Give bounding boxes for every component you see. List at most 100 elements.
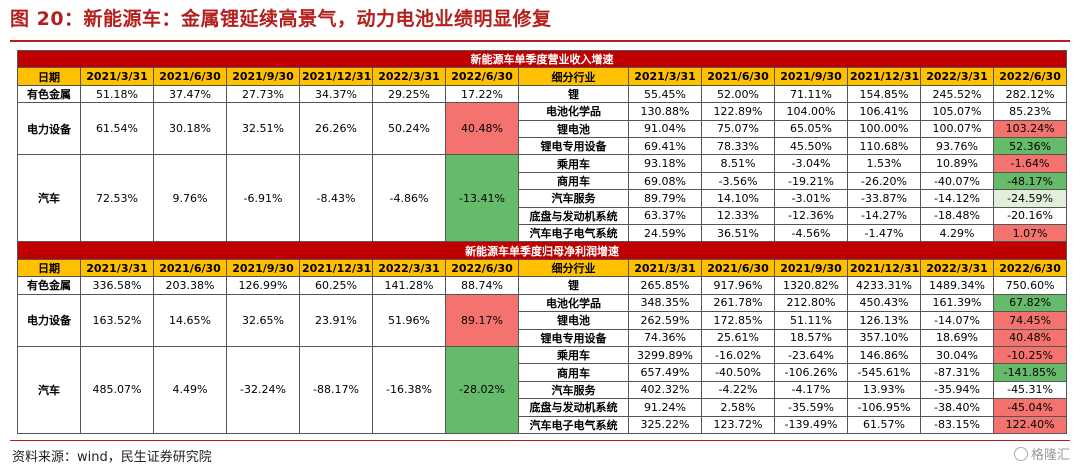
sub-industry-value: 750.60% [992, 276, 1068, 295]
sub-industry-value: 357.10% [847, 328, 921, 347]
sub-industry-value: 71.11% [774, 84, 848, 104]
title-rule [10, 40, 1070, 42]
sub-industry-label: 锂电专用设备 [518, 328, 629, 347]
industry-value: -28.02% [445, 345, 519, 435]
sub-industry-value: 40.48% [992, 328, 1068, 347]
sub-industry-value: -14.27% [847, 206, 921, 226]
sub-industry-value: 63.37% [628, 206, 702, 226]
section-title: 新能源车单季度归母净利润增速 [16, 241, 1068, 260]
sub-industry-value: -14.12% [920, 189, 994, 208]
industry-value: 485.07% [80, 345, 154, 435]
industry-value: -6.91% [226, 154, 300, 243]
sub-industry-value: 105.07% [920, 102, 994, 121]
sub-industry-label: 锂电池 [518, 119, 629, 139]
table-row: 汽车电子电气系统 325.22% 123.72% -139.49% 61.57% -83.… [18, 415, 1068, 435]
sub-industry-label: 汽车电子电气系统 [518, 415, 629, 435]
industry-value: 30.18% [153, 102, 227, 156]
industry-value: 9.76% [153, 154, 227, 243]
sub-industry-value: -35.59% [774, 398, 848, 417]
sub-industry-value: -40.07% [920, 171, 994, 191]
sub-industry-value: 100.00% [847, 119, 921, 139]
sub-industry-value: 30.04% [920, 345, 994, 365]
sub-industry-value: -139.49% [774, 415, 848, 435]
sub-industry-value: 65.05% [774, 119, 848, 139]
industry-value: -16.38% [372, 345, 446, 435]
industry-value: 141.28% [372, 276, 446, 295]
header-cell: 2022/3/31 [372, 258, 446, 278]
sub-industry-value: -24.59% [992, 189, 1068, 208]
sub-industry-label: 锂电池 [518, 311, 629, 330]
industry-label: 汽车 [17, 345, 81, 435]
sub-industry-label: 汽车电子电气系统 [518, 224, 629, 243]
sub-industry-value: -45.04% [992, 398, 1068, 417]
industry-value: 163.52% [80, 293, 154, 347]
sub-industry-value: 261.78% [701, 293, 775, 313]
industry-label: 有色金属 [17, 276, 81, 295]
industry-value: -8.43% [299, 154, 373, 243]
sub-industry-value: -3.01% [774, 189, 848, 208]
sub-industry-value: 172.85% [701, 311, 775, 330]
sub-industry-value: -35.94% [920, 380, 994, 400]
header-cell: 2022/6/30 [445, 258, 519, 278]
header-cell: 2022/3/31 [372, 67, 446, 86]
sub-industry-value: 4.29% [920, 224, 994, 243]
sub-industry-value: 61.57% [847, 415, 921, 435]
header-cell: 2022/3/31 [920, 258, 994, 278]
sub-industry-value: -1.47% [847, 224, 921, 243]
sub-industry-label: 底盘与发动机系统 [518, 206, 629, 226]
industry-value: 37.47% [153, 84, 227, 104]
sub-industry-value: 12.33% [701, 206, 775, 226]
table-row: 有色金属 336.58% 203.38% 126.99% 60.25% 141.28% 88… [17, 276, 1068, 295]
sub-industry-value: -1.64% [992, 154, 1068, 173]
industry-value: 51.96% [372, 293, 446, 347]
sub-industry-label: 商用车 [518, 171, 629, 191]
sub-industry-value: 89.79% [628, 189, 702, 208]
sub-industry-value: -23.64% [774, 345, 848, 365]
header-cell: 日期 [17, 258, 81, 278]
sub-industry-value: 402.32% [628, 380, 702, 400]
sub-industry-value: 450.43% [847, 293, 921, 313]
header-cell: 2022/6/30 [992, 67, 1068, 86]
industry-value: -13.41% [445, 154, 519, 243]
industry-value: 14.65% [153, 293, 227, 347]
table-row: 电力设备 61.54% 30.18% 32.51% 26.26% 50.24% 40.48%… [17, 102, 1068, 156]
sub-industry-value: 161.39% [920, 293, 994, 313]
sub-industry-value: -3.04% [774, 154, 848, 173]
sub-industry-value: -14.07% [920, 311, 994, 330]
sub-industry-value: -20.16% [992, 206, 1068, 226]
sub-industry-value: 1.53% [847, 154, 921, 173]
sub-industry-value: -12.36% [774, 206, 848, 226]
sub-industry-value: 4233.31% [847, 276, 921, 295]
sub-industry-value: 75.07% [701, 119, 775, 139]
header-cell: 2021/9/30 [226, 67, 300, 86]
industry-value: 126.99% [226, 276, 300, 295]
industry-value: 72.53% [80, 154, 154, 243]
sub-industry-value: 45.50% [774, 137, 848, 156]
industry-label: 汽车 [17, 154, 81, 243]
industry-label: 有色金属 [17, 84, 81, 104]
industry-value: 61.54% [80, 102, 154, 156]
industry-value: 17.22% [445, 84, 519, 104]
sub-industry-value: 14.10% [701, 189, 775, 208]
sub-industry-label: 汽车服务 [518, 380, 629, 400]
industry-value: 336.58% [80, 276, 154, 295]
sub-industry-value: -545.61% [847, 363, 921, 382]
sub-industry-value: 74.45% [992, 311, 1068, 330]
industry-value: 27.73% [226, 84, 300, 104]
sub-industry-value: 1.07% [992, 224, 1068, 243]
table-row: 锂电专用设备 69.41% 78.33% 45.50% 110.68% 93.76% 52.… [18, 137, 1068, 156]
header-cell: 2021/6/30 [153, 67, 227, 86]
sub-industry-value: 55.45% [628, 84, 702, 104]
sub-industry-value: 657.49% [628, 363, 702, 382]
table-row: 汽车 72.53% 9.76% -6.91% -8.43% -4.86% -13.41% 乘用… [17, 154, 1068, 243]
header-cell: 细分行业 [518, 258, 629, 278]
sub-industry-label: 电池化学品 [518, 293, 629, 313]
sub-industry-value: 348.35% [628, 293, 702, 313]
table-row: 电力设备 163.52% 14.65% 32.65% 23.91% 51.96% 89.17… [17, 293, 1068, 347]
header-cell: 2021/6/30 [153, 258, 227, 278]
sub-industry-value: 325.22% [628, 415, 702, 435]
sub-industry-value: 24.59% [628, 224, 702, 243]
sub-industry-value: 93.76% [920, 137, 994, 156]
sub-industry-value: 122.89% [701, 102, 775, 121]
sub-industry-value: 25.61% [701, 328, 775, 347]
